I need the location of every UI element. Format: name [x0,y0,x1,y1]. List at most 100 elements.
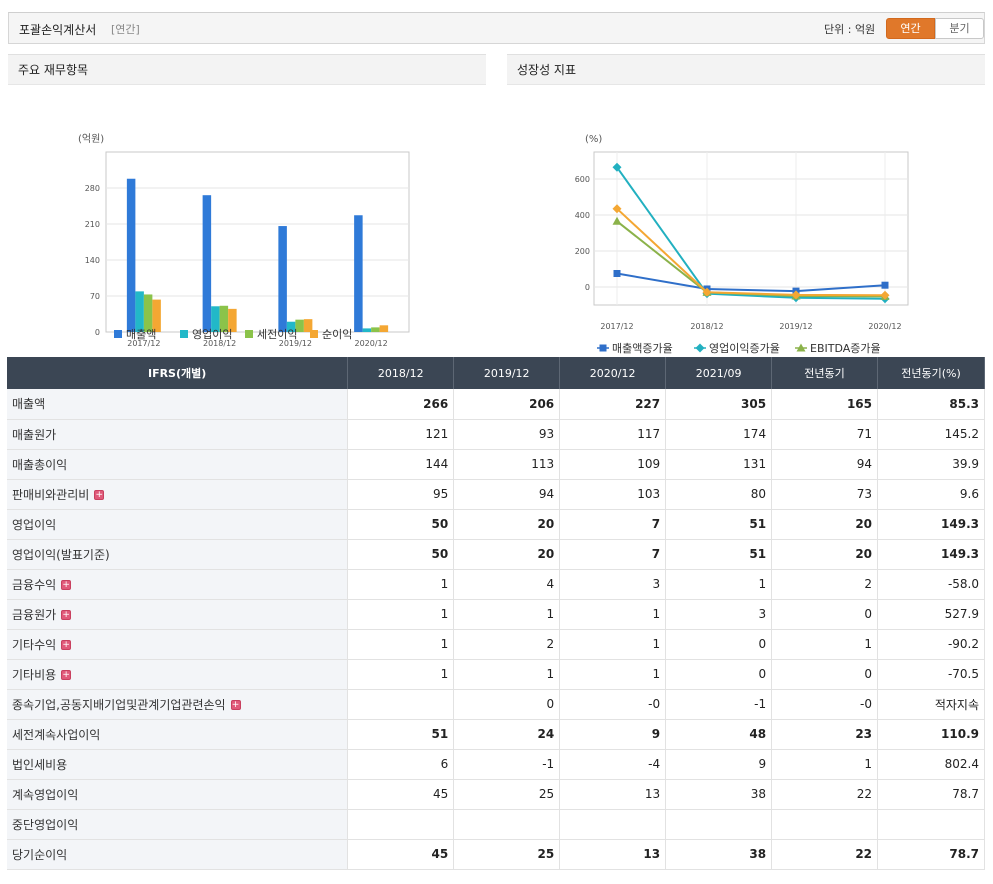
table-cell: 174 [665,419,773,450]
expand-plus-icon[interactable]: + [61,670,72,680]
table-cell: 1 [771,629,879,660]
table-cell: 266 [347,389,455,420]
expand-plus-icon[interactable]: + [94,490,105,500]
y-tick-label: 0 [95,328,100,337]
row-label: 세전계속사업이익 [7,719,349,750]
legend-label: 매출액 [126,328,156,341]
column-header-period: 전년동기(%) [877,357,985,389]
row-label-text: 기타수익 [12,637,57,652]
table-cell: -58.0 [877,569,985,600]
table-cell: 1 [665,569,773,600]
table-cell: 94 [453,479,561,510]
x-tick-label: 2018/12 [203,339,236,348]
income-statement-table: IFRS(개별) 2018/12 2019/12 2020/12 2021/09 전년동기… [7,357,985,870]
row-label: 법인세비용 [7,749,349,780]
table-cell: -1 [453,749,561,780]
x-tick-label: 2017/12 [127,339,160,348]
table-row: 매출원가 121 93 117 174 71 145.2 [7,419,985,450]
table-cell: 48 [665,719,773,750]
table-cell: 1 [453,599,561,630]
table-cell: 165 [771,389,879,420]
table-cell: 23 [771,719,879,750]
table-cell: 50 [347,509,455,540]
table-cell: 109 [559,449,667,480]
plot-area [593,151,909,306]
legend-label: 순이익 [322,328,352,341]
table-cell: 20 [453,509,561,540]
bar-세전이익 [295,319,304,332]
table-cell: 51 [665,539,773,570]
table-cell: 39.9 [877,449,985,480]
table-cell [771,809,879,840]
table-cell: 2 [771,569,879,600]
table-cell: 22 [771,839,879,870]
table-cell: 3 [665,599,773,630]
table-row: 금융수익 +1 4 3 1 2 -58.0 [7,569,985,600]
bar-매출액 [126,178,136,332]
row-label-text: 금융수익 [12,577,57,592]
column-header-period: 2021/09 [665,357,773,389]
row-label: 매출원가 [7,419,349,450]
row-label-text: 종속기업,공동지배기업및관계기업관련손익 [12,697,226,712]
column-header-period: 전년동기 [771,357,879,389]
y-tick-label: 400 [575,211,590,220]
table-cell: 45 [347,779,455,810]
x-tick-label: 2017/12 [600,322,633,331]
table-cell: 22 [771,779,879,810]
y-tick-label: 70 [90,292,100,301]
table-cell: -70.5 [877,659,985,690]
y-tick-label: 140 [85,256,100,265]
table-cell: 13 [559,779,667,810]
legend-marker [599,344,607,352]
table-cell: 9.6 [877,479,985,510]
point-EBITDA증가율 [612,216,622,225]
table-cell: 13 [559,839,667,870]
table-cell [347,689,455,720]
table-cell: 85.3 [877,389,985,420]
key-financials-panel: 주요 재무항목 0 70 140 210 280 (억원) 2017/12 2018/12 20… [8,54,486,354]
table-cell: 25 [453,839,561,870]
table-cell: 7 [559,539,667,570]
table-cell: 113 [453,449,561,480]
table-cell: 78.7 [877,839,985,870]
bar-순이익 [379,325,389,332]
table-cell: 24 [453,719,561,750]
table-cell: 1 [771,749,879,780]
table-cell: 527.9 [877,599,985,630]
legend-label: 매출액증가율 [612,342,673,354]
key-financials-chart: 0 70 140 210 280 (억원) 2017/12 2018/12 2019/12 202… [78,133,410,348]
annual-button[interactable]: 연간 [886,18,935,39]
table-cell: 적자지속 [877,689,985,720]
table-cell: 51 [347,719,455,750]
table-row: 영업이익(발표기준) 50 20 7 51 20 149.3 [7,539,985,570]
quarterly-button[interactable]: 분기 [935,18,984,39]
y-axis-label: (%) [585,134,602,145]
row-label-text: 세전계속사업이익 [12,727,101,742]
legend-swatch [114,330,122,338]
table-cell [665,809,773,840]
legend-label: 영업이익증가율 [709,342,780,354]
table-cell: 3 [559,569,667,600]
x-tick-label: 2019/12 [779,322,812,331]
expand-plus-icon[interactable]: + [61,640,72,650]
table-cell: 117 [559,419,667,450]
point-매출액증가율 [613,270,621,277]
expand-plus-icon[interactable]: + [61,610,72,620]
bar-세전이익 [371,327,380,332]
table-cell: 103 [559,479,667,510]
expand-plus-icon[interactable]: + [230,700,241,710]
bar-순이익 [152,299,161,332]
table-cell: 20 [771,539,879,570]
table-cell: 227 [559,389,667,420]
row-label: 매출총이익 [7,449,349,480]
y-tick-label: 280 [85,184,100,193]
expand-plus-icon[interactable]: + [61,580,72,590]
y-tick-label: 200 [575,247,590,256]
row-label: 중단영업이익 [7,809,349,840]
table-row: 매출액 266 206 227 305 165 85.3 [7,389,985,420]
table-cell: 131 [665,449,773,480]
table-row: 매출총이익 144 113 109 131 94 39.9 [7,449,985,480]
row-label: 당기순이익 [7,839,349,870]
legend-label: 세전이익 [257,328,297,341]
row-label-text: 중단영업이익 [12,817,79,832]
